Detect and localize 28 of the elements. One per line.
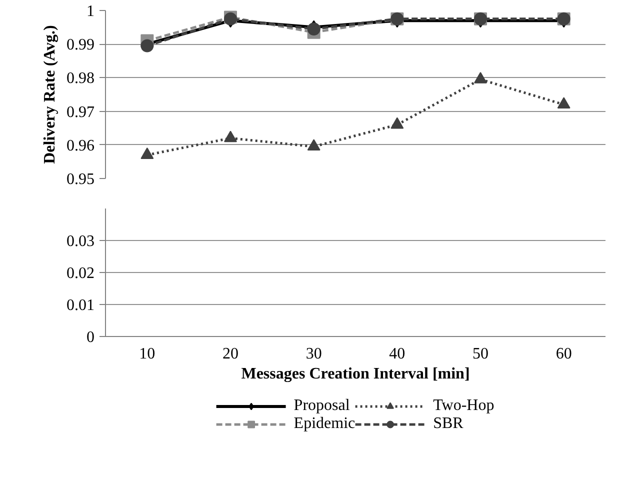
y-tick-label: 0.97: [66, 104, 94, 121]
x-tick-label: 50: [472, 346, 488, 362]
x-tick-label: 40: [389, 346, 406, 362]
point: [557, 97, 570, 109]
y-tick-label: 1: [86, 3, 94, 20]
y-tick-label: 0.03: [66, 233, 94, 250]
y-tick-label: 0: [86, 329, 94, 346]
point: [390, 117, 404, 129]
x-tick-label: 30: [306, 346, 322, 362]
legend-label: Epidemic: [294, 415, 356, 433]
x-tick-label: 10: [139, 346, 156, 362]
point: [474, 72, 487, 84]
y-tick-label: 0.01: [66, 297, 94, 314]
x-tick-label: 20: [222, 346, 238, 362]
point: [140, 148, 154, 159]
point: [307, 139, 320, 151]
legend-label: SBR: [433, 415, 464, 433]
y-tick-label: 0.98: [66, 70, 94, 88]
y-tick-label: 0.02: [66, 265, 94, 282]
y-tick-label: 0.95: [66, 171, 94, 188]
point: [224, 130, 237, 142]
x-tick-label: 60: [556, 346, 572, 362]
legend-label: Two-Hop: [433, 397, 494, 415]
x-axis-title: Messages Creation Interval [min]: [241, 366, 470, 382]
y-axis-title: Delivery Rate (Avg.): [42, 25, 58, 164]
y-tick-label: 0.99: [66, 36, 94, 54]
y-tick-label: 0.96: [66, 137, 94, 154]
legend-label: Proposal: [294, 397, 350, 415]
